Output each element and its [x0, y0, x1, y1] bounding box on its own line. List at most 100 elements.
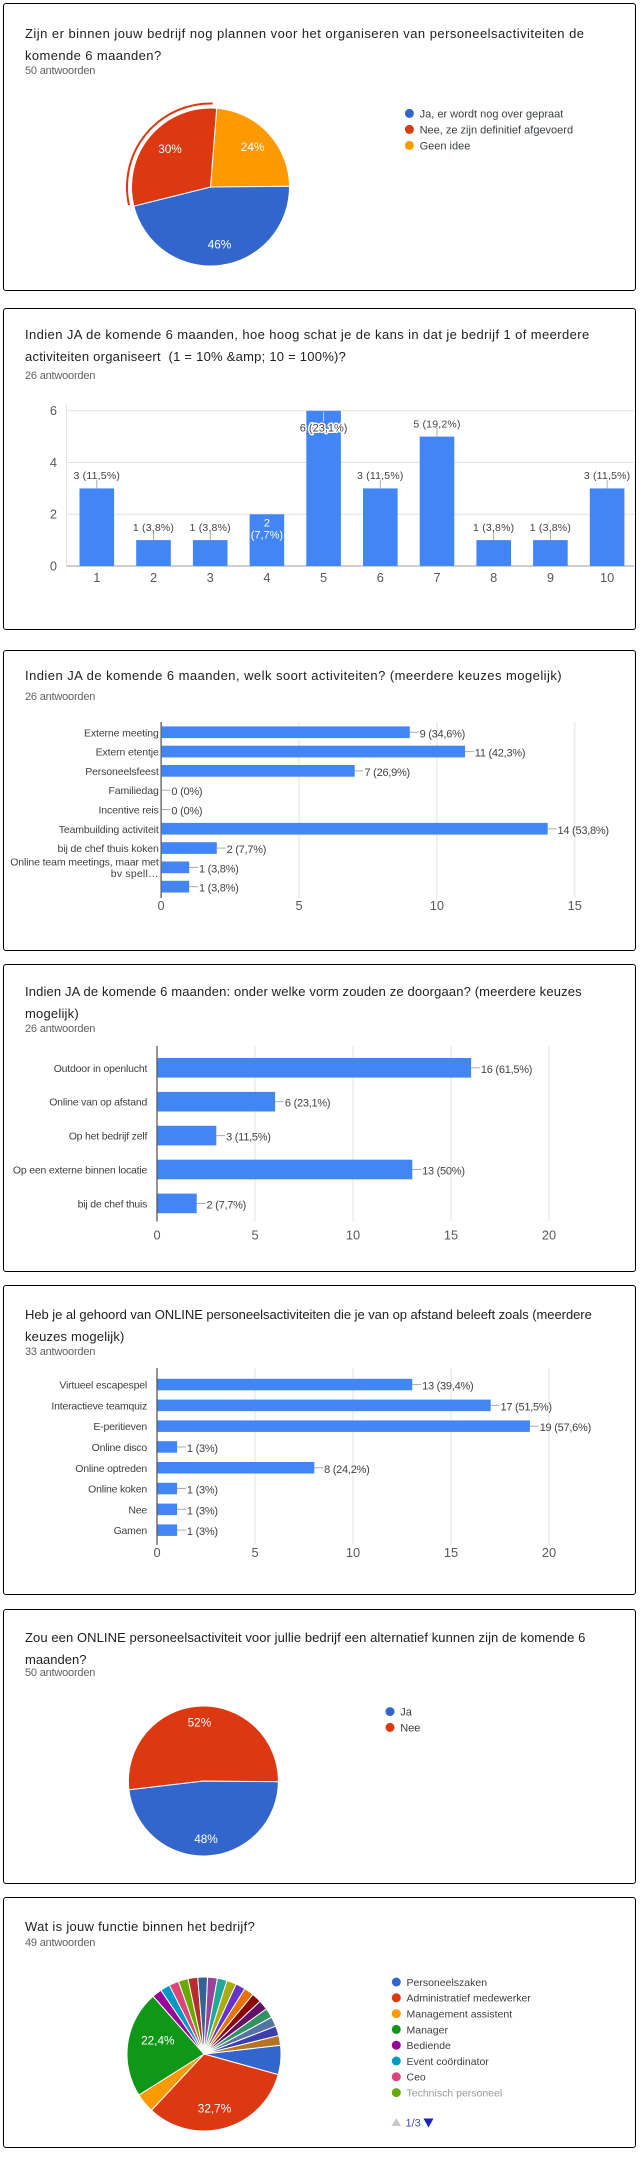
svg-text:Externe meeting: Externe meeting — [84, 727, 159, 739]
svg-text:6: 6 — [50, 403, 57, 418]
svg-text:1 (3%): 1 (3%) — [187, 1526, 218, 1538]
svg-text:Personeelsfeest: Personeelsfeest — [85, 766, 159, 778]
svg-text:10: 10 — [346, 1228, 360, 1243]
svg-text:15: 15 — [568, 898, 582, 913]
svg-text:48%: 48% — [194, 1832, 218, 1846]
svg-text:Interactieve teamquiz: Interactieve teamquiz — [51, 1400, 147, 1412]
svg-text:Ceo: Ceo — [407, 2072, 426, 2084]
svg-text:Nee: Nee — [400, 1722, 420, 1734]
svg-text:6: 6 — [377, 570, 384, 585]
svg-text:Extern etentje: Extern etentje — [96, 747, 159, 759]
svg-text:3 (11,5%): 3 (11,5%) — [74, 470, 121, 482]
svg-text:2: 2 — [264, 518, 270, 530]
svg-text:2: 2 — [150, 570, 157, 585]
svg-text:Event coördinator: Event coördinator — [407, 2056, 490, 2068]
svg-text:11 (42,3%): 11 (42,3%) — [475, 748, 526, 760]
svg-text:9: 9 — [547, 570, 554, 585]
svg-text:10: 10 — [430, 898, 444, 913]
svg-text:16 (61,5%): 16 (61,5%) — [481, 1064, 532, 1076]
svg-text:Familiedag: Familiedag — [109, 785, 159, 797]
svg-text:Incentive reis: Incentive reis — [99, 805, 159, 817]
svg-text:Online disco: Online disco — [92, 1442, 148, 1454]
svg-text:8: 8 — [490, 570, 497, 585]
svg-text:5: 5 — [320, 570, 327, 585]
svg-text:Teambuilding activiteit: Teambuilding activiteit — [59, 824, 159, 836]
svg-text:0: 0 — [50, 558, 57, 573]
svg-text:9 (34,6%): 9 (34,6%) — [420, 728, 465, 740]
svg-text:Nee, ze zijn definitief afgevo: Nee, ze zijn definitief afgevoerd — [420, 124, 573, 136]
svg-text:5: 5 — [251, 1228, 258, 1243]
svg-text:1 (3%): 1 (3%) — [187, 1443, 218, 1455]
svg-text:32,7%: 32,7% — [198, 2102, 232, 2116]
svg-text:2 (7,7%): 2 (7,7%) — [227, 844, 267, 856]
svg-text:1 (3,8%): 1 (3,8%) — [133, 522, 174, 534]
svg-text:Geen idee: Geen idee — [420, 140, 471, 152]
svg-text:30%: 30% — [158, 142, 182, 156]
svg-text:Gamen: Gamen — [114, 1525, 148, 1537]
svg-text:10: 10 — [600, 570, 614, 585]
svg-text:Online van op afstand: Online van op afstand — [49, 1097, 147, 1109]
svg-text:Technisch personeel: Technisch personeel — [407, 2088, 503, 2100]
svg-text:Administratief medewerker: Administratief medewerker — [407, 1993, 532, 2005]
svg-text:46%: 46% — [208, 238, 232, 252]
svg-text:Manager: Manager — [407, 2024, 449, 2036]
svg-text:Op het bedrijf zelf: Op het bedrijf zelf — [69, 1131, 148, 1143]
svg-text:7 (26,9%): 7 (26,9%) — [365, 767, 410, 779]
svg-text:Management assistent: Management assistent — [407, 2009, 513, 2021]
svg-text:4: 4 — [50, 455, 57, 470]
svg-text:14 (53,8%): 14 (53,8%) — [558, 825, 609, 837]
svg-text:0: 0 — [153, 1228, 160, 1243]
svg-text:5: 5 — [251, 1545, 258, 1560]
svg-text:1/3: 1/3 — [406, 2118, 421, 2130]
svg-text:3 (11,5%): 3 (11,5%) — [584, 470, 631, 482]
svg-text:4: 4 — [263, 570, 270, 585]
svg-text:22,4%: 22,4% — [141, 2033, 175, 2047]
svg-text:1 (3%): 1 (3%) — [187, 1485, 218, 1497]
svg-text:Nee: Nee — [128, 1504, 147, 1516]
svg-text:8 (24,2%): 8 (24,2%) — [324, 1464, 369, 1476]
svg-text:24%: 24% — [241, 140, 265, 154]
svg-text:1 (3,8%): 1 (3,8%) — [473, 522, 514, 534]
svg-text:20: 20 — [542, 1228, 556, 1243]
svg-text:bij de chef thuis: bij de chef thuis — [78, 1198, 148, 1210]
svg-text:E-peritieven: E-peritieven — [93, 1421, 147, 1433]
svg-text:Op een externe binnen locatie: Op een externe binnen locatie — [13, 1165, 148, 1177]
svg-text:52%: 52% — [188, 1716, 212, 1730]
svg-text:1 (3%): 1 (3%) — [187, 1505, 218, 1517]
svg-text:1 (3,8%): 1 (3,8%) — [199, 883, 239, 895]
svg-text:1 (3,8%): 1 (3,8%) — [530, 522, 571, 534]
svg-text:19 (57,6%): 19 (57,6%) — [540, 1422, 591, 1434]
svg-text:Online team meetings, maar met: Online team meetings, maar met — [10, 857, 159, 869]
svg-text:2: 2 — [50, 507, 57, 522]
svg-text:13 (50%): 13 (50%) — [422, 1166, 465, 1178]
svg-text:3 (11,5%): 3 (11,5%) — [357, 470, 404, 482]
svg-text:20: 20 — [542, 1545, 556, 1560]
svg-text:3: 3 — [207, 570, 214, 585]
svg-text:6 (23,1%): 6 (23,1%) — [300, 423, 348, 435]
svg-text:0 (0%): 0 (0%) — [171, 806, 202, 818]
svg-text:Online koken: Online koken — [88, 1484, 147, 1496]
svg-text:10: 10 — [346, 1545, 360, 1560]
svg-text:6 (23,1%): 6 (23,1%) — [285, 1098, 330, 1110]
svg-text:0 (0%): 0 (0%) — [171, 786, 202, 798]
svg-text:Ja: Ja — [400, 1707, 413, 1719]
svg-text:(7,7%): (7,7%) — [251, 530, 283, 542]
svg-text:Virtueel escapespel: Virtueel escapespel — [59, 1380, 147, 1392]
svg-text:Personeelszaken: Personeelszaken — [407, 1977, 488, 1989]
svg-text:1: 1 — [93, 570, 100, 585]
svg-text:1 (3,8%): 1 (3,8%) — [190, 522, 231, 534]
svg-text:15: 15 — [444, 1228, 458, 1243]
svg-text:15: 15 — [444, 1545, 458, 1560]
svg-text:17 (51,5%): 17 (51,5%) — [501, 1401, 552, 1413]
svg-text:bij de chef thuis koken: bij de chef thuis koken — [58, 843, 159, 855]
svg-text:13 (39,4%): 13 (39,4%) — [422, 1381, 473, 1393]
svg-text:Ja, er wordt nog over gepraat: Ja, er wordt nog over gepraat — [420, 108, 564, 120]
svg-text:5 (19,2%): 5 (19,2%) — [413, 418, 460, 430]
svg-text:Bediende: Bediende — [407, 2040, 452, 2052]
svg-text:0: 0 — [158, 898, 165, 913]
svg-text:5: 5 — [295, 898, 302, 913]
svg-text:bv spell…: bv spell… — [111, 868, 159, 880]
svg-text:2 (7,7%): 2 (7,7%) — [207, 1199, 247, 1211]
svg-text:Online optreden: Online optreden — [75, 1463, 147, 1475]
svg-text:0: 0 — [153, 1545, 160, 1560]
